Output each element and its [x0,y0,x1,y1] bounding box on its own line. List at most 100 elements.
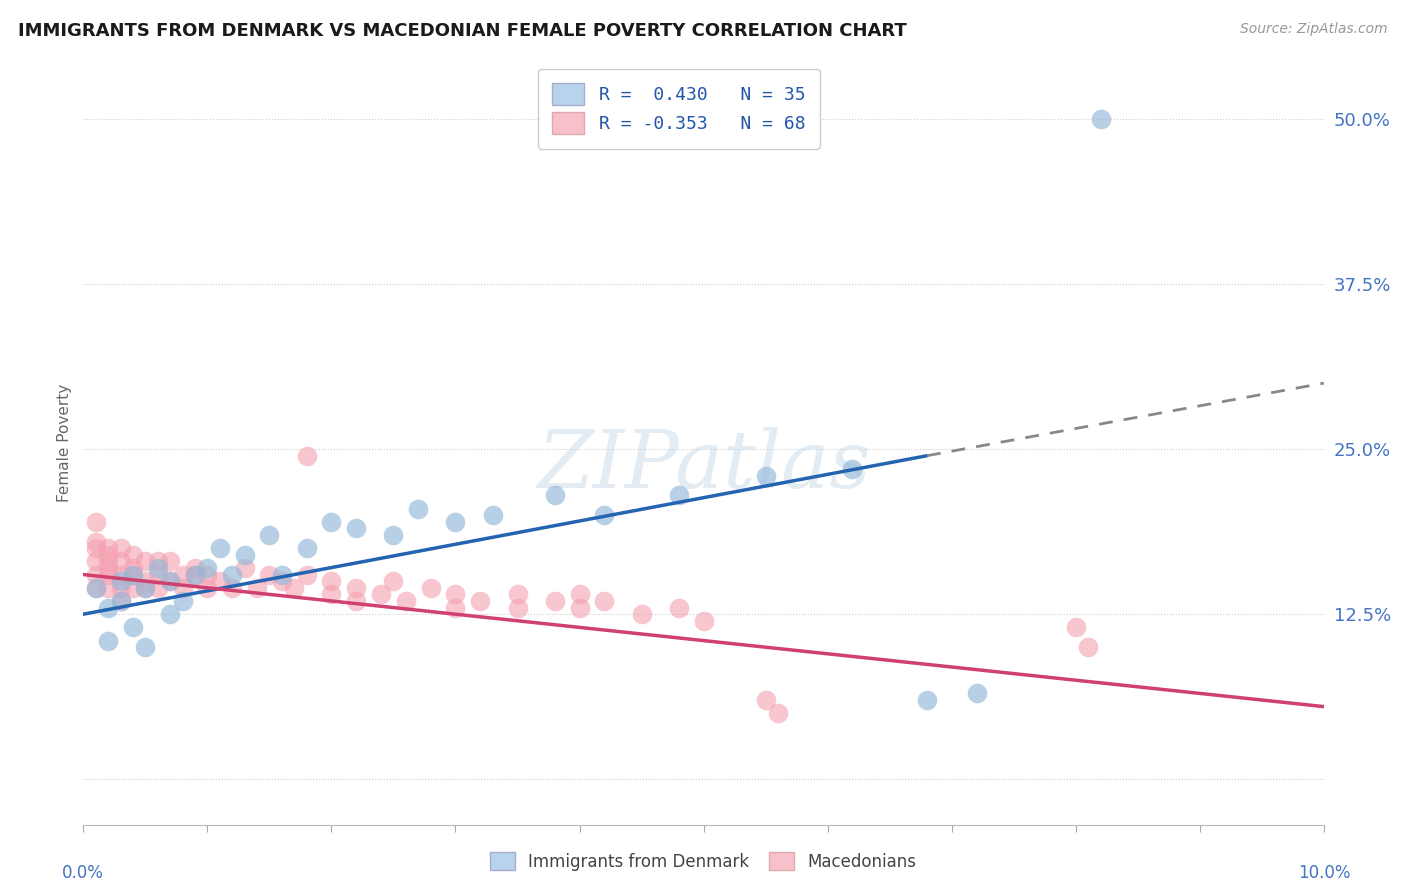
Point [246,581,269,595]
Point [444,600,467,615]
Point [544,594,567,608]
Point [295,541,318,556]
Text: IMMIGRANTS FROM DENMARK VS MACEDONIAN FEMALE POVERTY CORRELATION CHART: IMMIGRANTS FROM DENMARK VS MACEDONIAN FE… [18,22,907,40]
Point [321,587,343,601]
Point [110,541,132,556]
Point [97,561,120,575]
Point [208,574,231,589]
Point [321,574,343,589]
Point [97,567,120,582]
Point [110,567,132,582]
Point [97,581,120,595]
Point [395,594,418,608]
Point [1090,112,1112,126]
Point [382,528,405,542]
Point [134,554,156,568]
Point [233,561,256,575]
Point [593,508,616,523]
Point [84,515,107,529]
Point [146,567,169,582]
Point [755,468,778,483]
Point [184,561,207,575]
Point [419,581,441,595]
Point [966,686,988,700]
Point [134,581,156,595]
Point [84,554,107,568]
Point [506,600,529,615]
Point [122,548,145,562]
Point [134,574,156,589]
Point [406,501,429,516]
Point [110,574,132,589]
Point [110,554,132,568]
Point [321,515,343,529]
Point [344,581,367,595]
Point [755,693,778,707]
Point [270,574,292,589]
Point [668,488,690,502]
Point [370,587,392,601]
Point [221,581,243,595]
Point [97,600,120,615]
Point [841,462,863,476]
Point [159,607,181,622]
Point [110,594,132,608]
Point [915,693,938,707]
Point [84,581,107,595]
Point [172,581,194,595]
Point [766,706,789,721]
Point [146,581,169,595]
Point [295,567,318,582]
Point [259,567,281,582]
Point [172,567,194,582]
Point [470,594,492,608]
Point [195,567,218,582]
Point [134,581,156,595]
Point [195,581,218,595]
Point [97,548,120,562]
Text: 10.0%: 10.0% [1298,864,1350,882]
Point [184,567,207,582]
Point [134,640,156,655]
Point [122,581,145,595]
Point [110,581,132,595]
Point [481,508,503,523]
Point [692,614,714,628]
Text: Source: ZipAtlas.com: Source: ZipAtlas.com [1240,22,1388,37]
Point [122,561,145,575]
Point [84,534,107,549]
Point [195,561,218,575]
Point [295,449,318,463]
Point [593,594,616,608]
Y-axis label: Female Poverty: Female Poverty [58,384,72,501]
Text: ZIPatlas: ZIPatlas [537,426,870,504]
Point [122,567,145,582]
Point [159,554,181,568]
Legend: Immigrants from Denmark, Macedonians: Immigrants from Denmark, Macedonians [481,844,925,880]
Point [184,567,207,582]
Legend: R =  0.430   N = 35, R = -0.353   N = 68: R = 0.430 N = 35, R = -0.353 N = 68 [537,69,820,149]
Point [568,587,591,601]
Point [97,633,120,648]
Point [146,554,169,568]
Point [146,561,169,575]
Point [221,567,243,582]
Point [444,515,467,529]
Point [122,620,145,634]
Point [344,521,367,535]
Point [97,541,120,556]
Text: 0.0%: 0.0% [62,864,104,882]
Point [283,581,305,595]
Point [344,594,367,608]
Point [233,548,256,562]
Point [159,574,181,589]
Point [122,567,145,582]
Point [544,488,567,502]
Point [110,594,132,608]
Point [84,541,107,556]
Point [382,574,405,589]
Point [208,541,231,556]
Point [1077,640,1099,655]
Point [444,587,467,601]
Point [172,594,194,608]
